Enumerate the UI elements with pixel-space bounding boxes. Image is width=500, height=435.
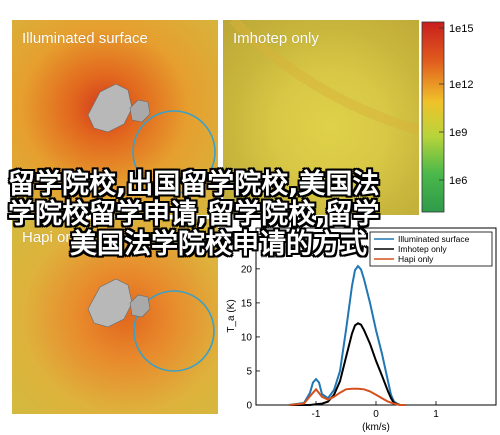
y-axis-label: T_a (K) <box>226 299 237 332</box>
colorbar-gradient <box>421 21 445 213</box>
y-tick-label: 0 <box>246 401 252 412</box>
colorbar: 1e15 1e12 1e9 1e6 <box>421 21 473 213</box>
x-tick-label: 1 <box>433 409 439 420</box>
y-tick-label: 5 <box>246 366 252 377</box>
hapi-map <box>12 219 218 414</box>
overlay-watermark-text: 留学院校,出国留学院校,美国法 学院校留学申请,留学院校,留学 美国法学院校申请… <box>8 170 492 260</box>
panel-title-imhotep: Imhotep only <box>233 30 319 47</box>
panel-title-illuminated: Illuminated surface <box>22 30 148 47</box>
y-tick-label: 15 <box>241 298 253 309</box>
comet-nucleus-illustration <box>87 83 151 133</box>
legend-label: Illuminated surface <box>398 234 470 244</box>
colorbar-tick-label: 1e15 <box>449 23 473 35</box>
overlay-line-1: 留学院校,出国留学院校,美国法 <box>8 169 380 200</box>
x-tick-label: -1 <box>312 409 321 420</box>
series-line-illuminated-surface <box>288 264 406 406</box>
imhotep-map <box>223 20 419 215</box>
panel-imhotep-only: Imhotep only <box>223 20 419 215</box>
colorbar-tick-label: 1e6 <box>449 175 467 187</box>
spectrum-chart: -1 0 1 0 5 10 15 20 25 (km/s) T_a (K) Illuminat… <box>226 227 497 433</box>
x-tick-label: 0 <box>373 409 379 420</box>
legend-label: Hapi only <box>398 254 434 264</box>
series-line-imhotep-only <box>289 322 406 406</box>
panel-illuminated-surface: Illuminated surface <box>12 20 218 215</box>
colorbar-tick-label: 1e9 <box>449 127 467 139</box>
colorbar-tick-label: 1e12 <box>449 79 473 91</box>
overlay-line-3: 美国法学院校申请的方式 <box>70 229 367 260</box>
overlay-line-2: 学院校留学申请,留学院校,留学 <box>8 199 380 230</box>
comet-nucleus-illustration-2 <box>87 278 151 328</box>
panel-hapi-only: Hapi only <box>12 219 218 414</box>
illuminated-surface-map <box>12 20 218 215</box>
y-tick-label: 10 <box>241 332 253 343</box>
y-tick-label: 25 <box>241 230 253 241</box>
series-line-hapi-only <box>288 387 406 406</box>
x-axis-label: (km/s) <box>362 422 390 433</box>
panel-title-hapi: Hapi only <box>22 229 85 246</box>
y-tick-label: 20 <box>241 264 253 275</box>
legend-label: Imhotep only <box>398 244 447 254</box>
